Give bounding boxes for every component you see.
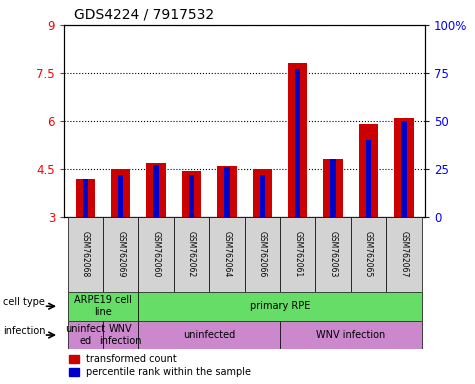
Text: uninfected: uninfected — [183, 330, 235, 340]
Legend: transformed count, percentile rank within the sample: transformed count, percentile rank withi… — [69, 354, 251, 377]
Bar — [315, 217, 351, 292]
Bar — [288, 63, 307, 217]
Bar — [280, 321, 422, 349]
Text: primary RPE: primary RPE — [250, 301, 310, 311]
Bar — [138, 321, 280, 349]
Bar — [260, 175, 265, 217]
Bar — [153, 165, 159, 217]
Bar — [182, 170, 201, 217]
Text: GDS4224 / 7917532: GDS4224 / 7917532 — [74, 7, 214, 21]
Bar — [224, 167, 229, 217]
Bar — [253, 169, 272, 217]
Bar — [280, 217, 315, 292]
Bar — [138, 292, 422, 321]
Bar — [118, 175, 124, 217]
Text: GSM762067: GSM762067 — [399, 231, 408, 278]
Text: GSM762060: GSM762060 — [152, 231, 161, 278]
Text: infection: infection — [3, 326, 46, 336]
Text: GSM762066: GSM762066 — [258, 231, 267, 278]
Text: WNV infection: WNV infection — [316, 330, 385, 340]
Text: uninfect
ed: uninfect ed — [65, 324, 105, 346]
Text: ARPE19 cell
line: ARPE19 cell line — [74, 295, 132, 317]
Bar — [146, 162, 166, 217]
Text: GSM762061: GSM762061 — [293, 231, 302, 278]
Bar — [401, 121, 407, 217]
Text: GSM762069: GSM762069 — [116, 231, 125, 278]
Bar — [359, 124, 378, 217]
Bar — [351, 217, 386, 292]
Bar — [138, 217, 174, 292]
Bar — [323, 159, 343, 217]
Bar — [386, 217, 422, 292]
Bar — [217, 166, 237, 217]
Bar — [103, 217, 138, 292]
Bar — [67, 292, 138, 321]
Bar — [331, 159, 336, 217]
Text: GSM762065: GSM762065 — [364, 231, 373, 278]
Bar — [295, 69, 300, 217]
Bar — [111, 169, 131, 217]
Bar — [245, 217, 280, 292]
Bar — [366, 140, 371, 217]
Bar — [103, 321, 138, 349]
Bar — [209, 217, 245, 292]
Bar — [76, 179, 95, 217]
Bar — [83, 179, 88, 217]
Text: cell type: cell type — [3, 297, 45, 307]
Text: GSM762068: GSM762068 — [81, 231, 90, 278]
Text: GSM762062: GSM762062 — [187, 231, 196, 278]
Bar — [67, 321, 103, 349]
Bar — [394, 118, 414, 217]
Bar — [174, 217, 209, 292]
Text: GSM762064: GSM762064 — [222, 231, 231, 278]
Text: GSM762063: GSM762063 — [329, 231, 338, 278]
Bar — [189, 175, 194, 217]
Text: WNV
infection: WNV infection — [99, 324, 142, 346]
Bar — [67, 217, 103, 292]
